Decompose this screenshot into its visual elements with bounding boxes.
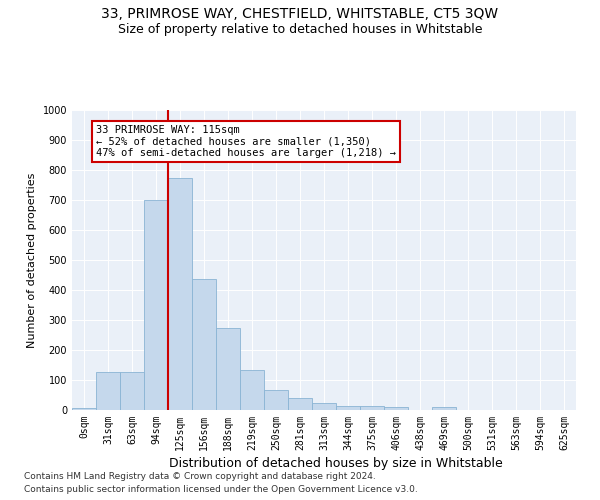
Y-axis label: Number of detached properties: Number of detached properties bbox=[27, 172, 37, 348]
Text: Distribution of detached houses by size in Whitstable: Distribution of detached houses by size … bbox=[169, 458, 503, 470]
Text: Contains HM Land Registry data © Crown copyright and database right 2024.: Contains HM Land Registry data © Crown c… bbox=[24, 472, 376, 481]
Bar bbox=[120, 372, 144, 410]
Bar bbox=[312, 402, 336, 410]
Bar bbox=[192, 278, 216, 410]
Bar bbox=[288, 398, 312, 410]
Bar bbox=[72, 408, 96, 410]
Bar bbox=[432, 407, 456, 410]
Bar bbox=[240, 370, 264, 410]
Bar bbox=[264, 390, 288, 410]
Bar bbox=[144, 200, 168, 410]
Bar bbox=[360, 406, 384, 410]
Bar bbox=[168, 178, 192, 410]
Bar bbox=[336, 406, 360, 410]
Text: Size of property relative to detached houses in Whitstable: Size of property relative to detached ho… bbox=[118, 22, 482, 36]
Bar bbox=[384, 407, 408, 410]
Text: 33, PRIMROSE WAY, CHESTFIELD, WHITSTABLE, CT5 3QW: 33, PRIMROSE WAY, CHESTFIELD, WHITSTABLE… bbox=[101, 8, 499, 22]
Text: 33 PRIMROSE WAY: 115sqm
← 52% of detached houses are smaller (1,350)
47% of semi: 33 PRIMROSE WAY: 115sqm ← 52% of detache… bbox=[96, 125, 396, 158]
Bar bbox=[216, 328, 240, 410]
Bar bbox=[96, 372, 120, 410]
Text: Contains public sector information licensed under the Open Government Licence v3: Contains public sector information licen… bbox=[24, 485, 418, 494]
